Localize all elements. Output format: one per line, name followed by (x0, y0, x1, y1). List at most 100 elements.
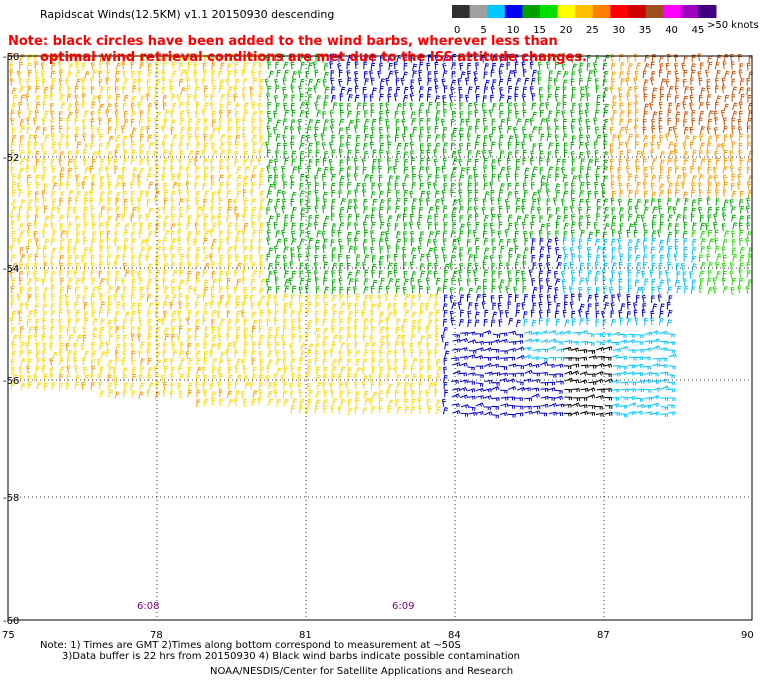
wind-barb (185, 181, 190, 190)
wind-barb (49, 357, 54, 367)
wind-barb (403, 62, 408, 71)
wind-barb (465, 118, 470, 127)
wind-barb (323, 366, 328, 375)
wind-barb (362, 239, 368, 247)
wind-barb (522, 86, 527, 95)
wind-barb (441, 398, 446, 407)
wind-barb (138, 374, 143, 383)
wind-barb (43, 151, 47, 159)
wind-barb (369, 70, 374, 79)
wind-barb (721, 277, 726, 286)
wind-barb (346, 190, 352, 198)
wind-barb (449, 262, 454, 271)
wind-barb (217, 246, 222, 255)
wind-barb (427, 247, 434, 256)
wind-barb (155, 295, 159, 303)
wind-barb (723, 181, 728, 190)
wind-barb (483, 223, 488, 231)
wind-barb (211, 261, 215, 269)
wind-barb (338, 373, 342, 382)
wind-barb (314, 69, 319, 78)
wind-barb (369, 294, 374, 303)
wind-barb (482, 95, 487, 103)
wind-barb (227, 366, 232, 375)
wind-barb (594, 190, 599, 199)
wind-barb (66, 309, 71, 318)
wind-barb (362, 301, 367, 310)
wind-barb (450, 254, 456, 263)
wind-barb (529, 86, 534, 94)
wind-barb (338, 54, 342, 63)
wind-barb (177, 221, 182, 230)
wind-barb (746, 158, 752, 166)
wind-barb (705, 223, 710, 231)
wind-barb (731, 173, 736, 182)
wind-barb (97, 150, 102, 159)
wind-barb (322, 191, 328, 200)
wind-barb (584, 109, 589, 118)
wind-barb (275, 230, 281, 238)
wind-barb (548, 70, 553, 78)
wind-barb (443, 374, 448, 383)
wind-barb (625, 157, 630, 166)
wind-barb (186, 77, 191, 86)
wind-barb (123, 158, 128, 166)
wind-barb (371, 182, 376, 191)
wind-barb (260, 141, 266, 150)
wind-barb (107, 215, 112, 223)
wind-barb (674, 133, 679, 142)
wind-barb (562, 79, 568, 87)
wind-barb (50, 85, 55, 94)
wind-barb (372, 54, 376, 63)
wind-barb (10, 359, 15, 368)
wind-barb (139, 293, 145, 302)
wind-barb (508, 70, 514, 78)
wind-barb (401, 334, 406, 343)
wind-barb (314, 126, 319, 135)
wind-barb (594, 262, 599, 270)
wind-barb (468, 253, 474, 262)
wind-barb (369, 318, 374, 327)
wind-barb (434, 325, 439, 334)
wind-barb (410, 238, 415, 247)
wind-barb (587, 412, 596, 416)
wind-barb (603, 109, 609, 118)
wind-barb (50, 214, 55, 223)
wind-barb (512, 126, 518, 135)
wind-barb (659, 347, 668, 352)
wind-barb (522, 102, 527, 111)
wind-barb (555, 102, 561, 110)
wind-barb (491, 414, 499, 419)
wind-barb (442, 230, 448, 238)
wind-barb (467, 310, 472, 319)
wind-barb (666, 253, 671, 262)
wind-barb (484, 191, 490, 199)
wind-barb (666, 70, 672, 79)
wind-barb (570, 229, 575, 238)
wind-barb (43, 382, 48, 391)
wind-barb (33, 230, 38, 239)
wind-barb (426, 62, 431, 71)
wind-barb (674, 158, 678, 166)
wind-barb (106, 230, 111, 239)
wind-barb (137, 270, 142, 279)
wind-barb (434, 262, 439, 271)
wind-barb (483, 395, 492, 400)
wind-barb (291, 373, 296, 382)
wind-barb (259, 375, 264, 383)
wind-barb (289, 174, 295, 184)
wind-barb (114, 391, 120, 399)
wind-barb (123, 335, 127, 343)
wind-barb (196, 247, 200, 255)
wind-barb (627, 198, 633, 206)
wind-barb (451, 62, 457, 70)
wind-barb (268, 262, 273, 271)
wind-barb (595, 229, 600, 238)
wind-barb (426, 215, 432, 223)
wind-barb (66, 126, 71, 134)
wind-barb (482, 293, 487, 302)
wind-barb (467, 262, 472, 271)
wind-barb (562, 285, 567, 294)
wind-barb (427, 126, 431, 135)
wind-barb (484, 309, 489, 318)
